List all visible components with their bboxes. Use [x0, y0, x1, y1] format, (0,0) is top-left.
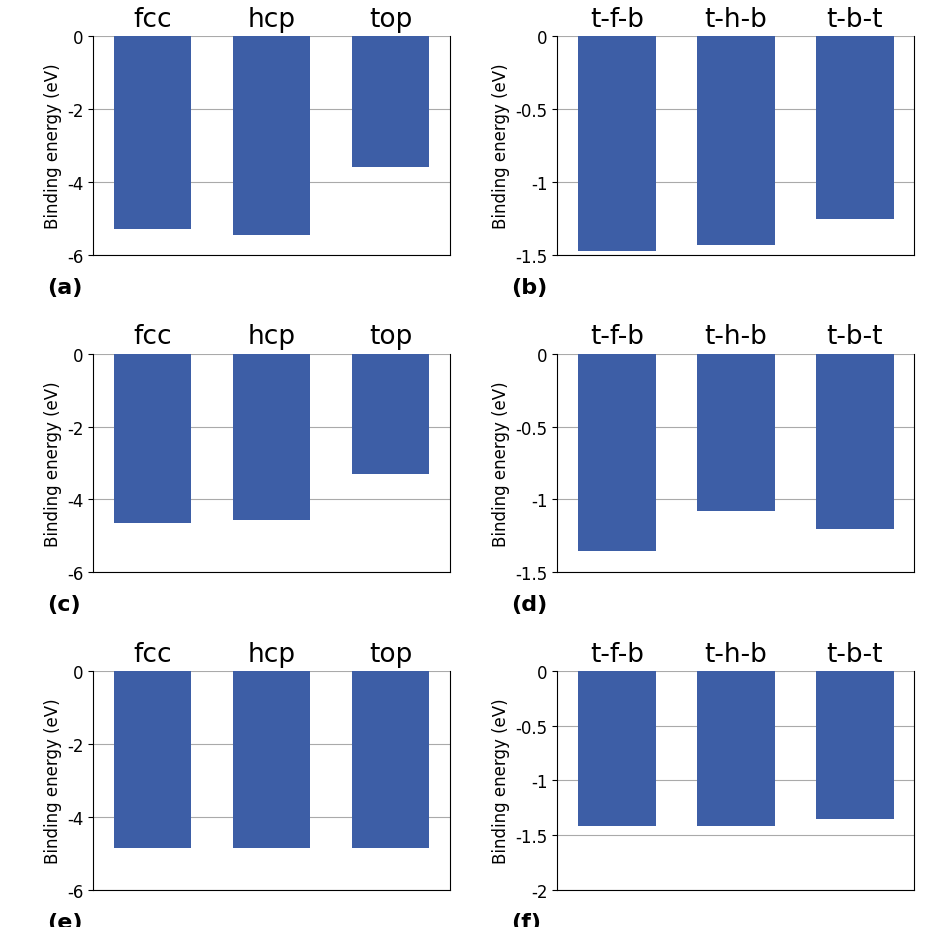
- Bar: [352, 671, 429, 848]
- Text: top: top: [369, 641, 412, 667]
- Text: top: top: [369, 6, 412, 32]
- Text: t-f-b: t-f-b: [590, 641, 644, 667]
- Text: t-b-t: t-b-t: [827, 324, 884, 349]
- Text: hcp: hcp: [248, 6, 296, 32]
- Bar: [114, 37, 191, 230]
- Bar: [816, 671, 894, 819]
- Bar: [233, 37, 311, 235]
- Text: t-f-b: t-f-b: [590, 6, 644, 32]
- Text: (a): (a): [47, 277, 82, 298]
- Bar: [233, 671, 311, 848]
- Bar: [233, 354, 311, 520]
- Bar: [816, 354, 894, 529]
- Text: t-b-t: t-b-t: [827, 641, 884, 667]
- Y-axis label: Binding energy (eV): Binding energy (eV): [44, 698, 62, 863]
- Text: (b): (b): [511, 277, 548, 298]
- Text: t-h-b: t-h-b: [704, 641, 767, 667]
- Text: hcp: hcp: [248, 324, 296, 349]
- Text: fcc: fcc: [133, 6, 172, 32]
- Y-axis label: Binding energy (eV): Binding energy (eV): [492, 381, 509, 546]
- Bar: [352, 37, 429, 169]
- Text: t-b-t: t-b-t: [827, 6, 884, 32]
- Y-axis label: Binding energy (eV): Binding energy (eV): [44, 381, 62, 546]
- Bar: [352, 354, 429, 475]
- Bar: [114, 354, 191, 524]
- Bar: [578, 671, 656, 827]
- Y-axis label: Binding energy (eV): Binding energy (eV): [44, 64, 62, 229]
- Bar: [578, 354, 656, 551]
- Text: t-h-b: t-h-b: [704, 324, 767, 349]
- Bar: [697, 37, 774, 246]
- Bar: [578, 37, 656, 251]
- Text: t-f-b: t-f-b: [590, 324, 644, 349]
- Text: hcp: hcp: [248, 641, 296, 667]
- Bar: [697, 671, 774, 827]
- Y-axis label: Binding energy (eV): Binding energy (eV): [492, 64, 509, 229]
- Text: fcc: fcc: [133, 324, 172, 349]
- Text: (d): (d): [511, 595, 548, 615]
- Text: fcc: fcc: [133, 641, 172, 667]
- Text: top: top: [369, 324, 412, 349]
- Y-axis label: Binding energy (eV): Binding energy (eV): [492, 698, 509, 863]
- Bar: [114, 671, 191, 848]
- Bar: [816, 37, 894, 220]
- Text: (e): (e): [47, 912, 82, 927]
- Bar: [697, 354, 774, 512]
- Text: (c): (c): [47, 595, 80, 615]
- Text: (f): (f): [511, 912, 541, 927]
- Text: t-h-b: t-h-b: [704, 6, 767, 32]
